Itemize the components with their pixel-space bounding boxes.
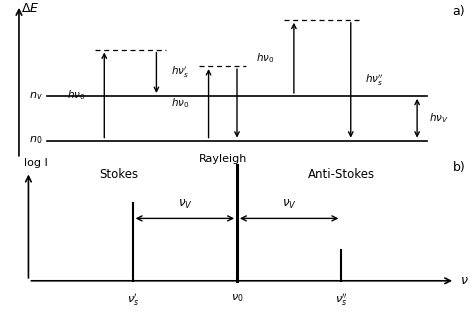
Text: a): a) — [453, 5, 465, 18]
Text: log I: log I — [24, 158, 47, 168]
Text: Rayleigh: Rayleigh — [199, 154, 247, 164]
Text: Anti-Stokes: Anti-Stokes — [308, 168, 375, 182]
Text: b): b) — [453, 161, 465, 174]
Text: $n_v$: $n_v$ — [29, 90, 43, 102]
Text: $\nu_s'$: $\nu_s'$ — [127, 292, 139, 308]
Text: $h\nu_0$: $h\nu_0$ — [256, 51, 275, 65]
Text: $n_0$: $n_0$ — [29, 135, 43, 146]
Text: $\nu_V$: $\nu_V$ — [282, 197, 296, 211]
Text: $h\nu_s'$: $h\nu_s'$ — [171, 65, 189, 80]
Text: $h\nu_0$: $h\nu_0$ — [171, 96, 190, 110]
Text: $h\nu_s''$: $h\nu_s''$ — [365, 72, 384, 88]
Text: $h\nu_V$: $h\nu_V$ — [429, 111, 449, 125]
Text: $\nu$: $\nu$ — [460, 274, 468, 287]
Text: $\Delta E$: $\Delta E$ — [21, 2, 40, 15]
Text: Stokes: Stokes — [99, 168, 138, 182]
Text: $h\nu_0$: $h\nu_0$ — [67, 88, 85, 102]
Text: $\nu_s''$: $\nu_s''$ — [335, 292, 348, 308]
Text: $\nu_0$: $\nu_0$ — [231, 292, 243, 304]
Text: $\nu_V$: $\nu_V$ — [178, 197, 192, 211]
